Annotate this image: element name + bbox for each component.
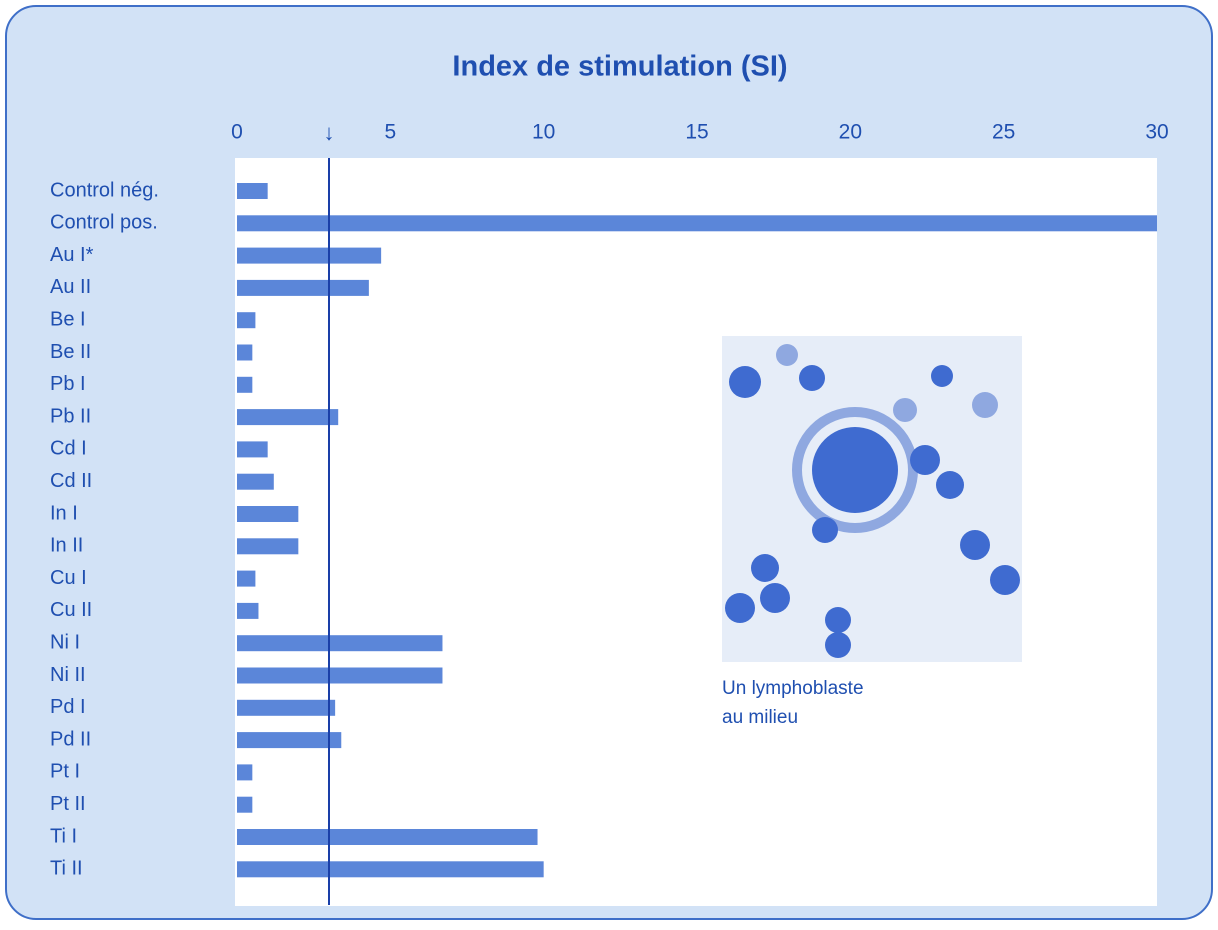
y-tick-label: Control nég.: [50, 179, 159, 201]
bar: [237, 861, 544, 877]
y-tick-label: Be II: [50, 341, 91, 363]
y-tick-label: Pt I: [50, 761, 80, 783]
x-tick-label: 15: [685, 121, 708, 144]
x-tick-label: 25: [992, 121, 1015, 144]
y-tick-label: Cd II: [50, 470, 92, 492]
x-tick-label: 30: [1145, 121, 1168, 144]
chart-title: Index de stimulation (SI): [452, 51, 787, 83]
bar: [237, 700, 335, 716]
y-tick-label: Pd I: [50, 696, 86, 718]
x-tick-label: 5: [384, 121, 396, 144]
bar: [237, 280, 369, 296]
bar: [237, 312, 255, 328]
y-tick-label: In II: [50, 535, 83, 557]
y-tick-label: Be I: [50, 308, 86, 330]
y-tick-label: Control pos.: [50, 212, 158, 234]
chart: Index de stimulation (SI) 0 5 10 15 20 25 30 Co…: [0, 0, 1218, 925]
y-tick-label: Cu II: [50, 599, 92, 621]
bar: [237, 571, 255, 587]
y-tick-label: Pt II: [50, 793, 86, 815]
y-tick-label: Ni II: [50, 664, 86, 686]
bar: [237, 506, 298, 522]
bar: [237, 409, 338, 425]
bar: [237, 345, 252, 361]
bar: [237, 635, 442, 651]
bar: [237, 732, 341, 748]
y-tick-label: Au II: [50, 276, 91, 298]
photo: [722, 336, 1022, 662]
bar: [237, 441, 268, 457]
y-tick-label: Au I*: [50, 244, 94, 266]
x-tick-label: 10: [532, 121, 555, 144]
bar: [237, 474, 274, 490]
bar: [237, 668, 442, 684]
y-tick-label: Ti II: [50, 858, 83, 880]
y-tick-label: Pb I: [50, 373, 86, 395]
bar: [237, 764, 252, 780]
y-tick-label: Pd II: [50, 728, 91, 750]
bar: [237, 829, 538, 845]
bar: [237, 183, 268, 199]
bar: [237, 797, 252, 813]
y-tick-label: Cd I: [50, 438, 87, 460]
bar: [237, 538, 298, 554]
bar: [237, 248, 381, 264]
bar: [237, 215, 1157, 231]
y-tick-label: Pb II: [50, 405, 91, 427]
x-tick-label: 20: [839, 121, 862, 144]
image-caption: au milieu: [722, 707, 798, 728]
y-tick-label: Cu I: [50, 567, 87, 589]
image-caption: Un lymphoblaste: [722, 678, 864, 699]
threshold-label: ↓: [324, 120, 335, 145]
y-tick-label: In I: [50, 502, 78, 524]
y-tick-label: Ti I: [50, 825, 77, 847]
x-tick-label: 0: [231, 121, 243, 144]
bar: [237, 603, 258, 619]
y-tick-label: Ni I: [50, 631, 80, 653]
bar: [237, 377, 252, 393]
